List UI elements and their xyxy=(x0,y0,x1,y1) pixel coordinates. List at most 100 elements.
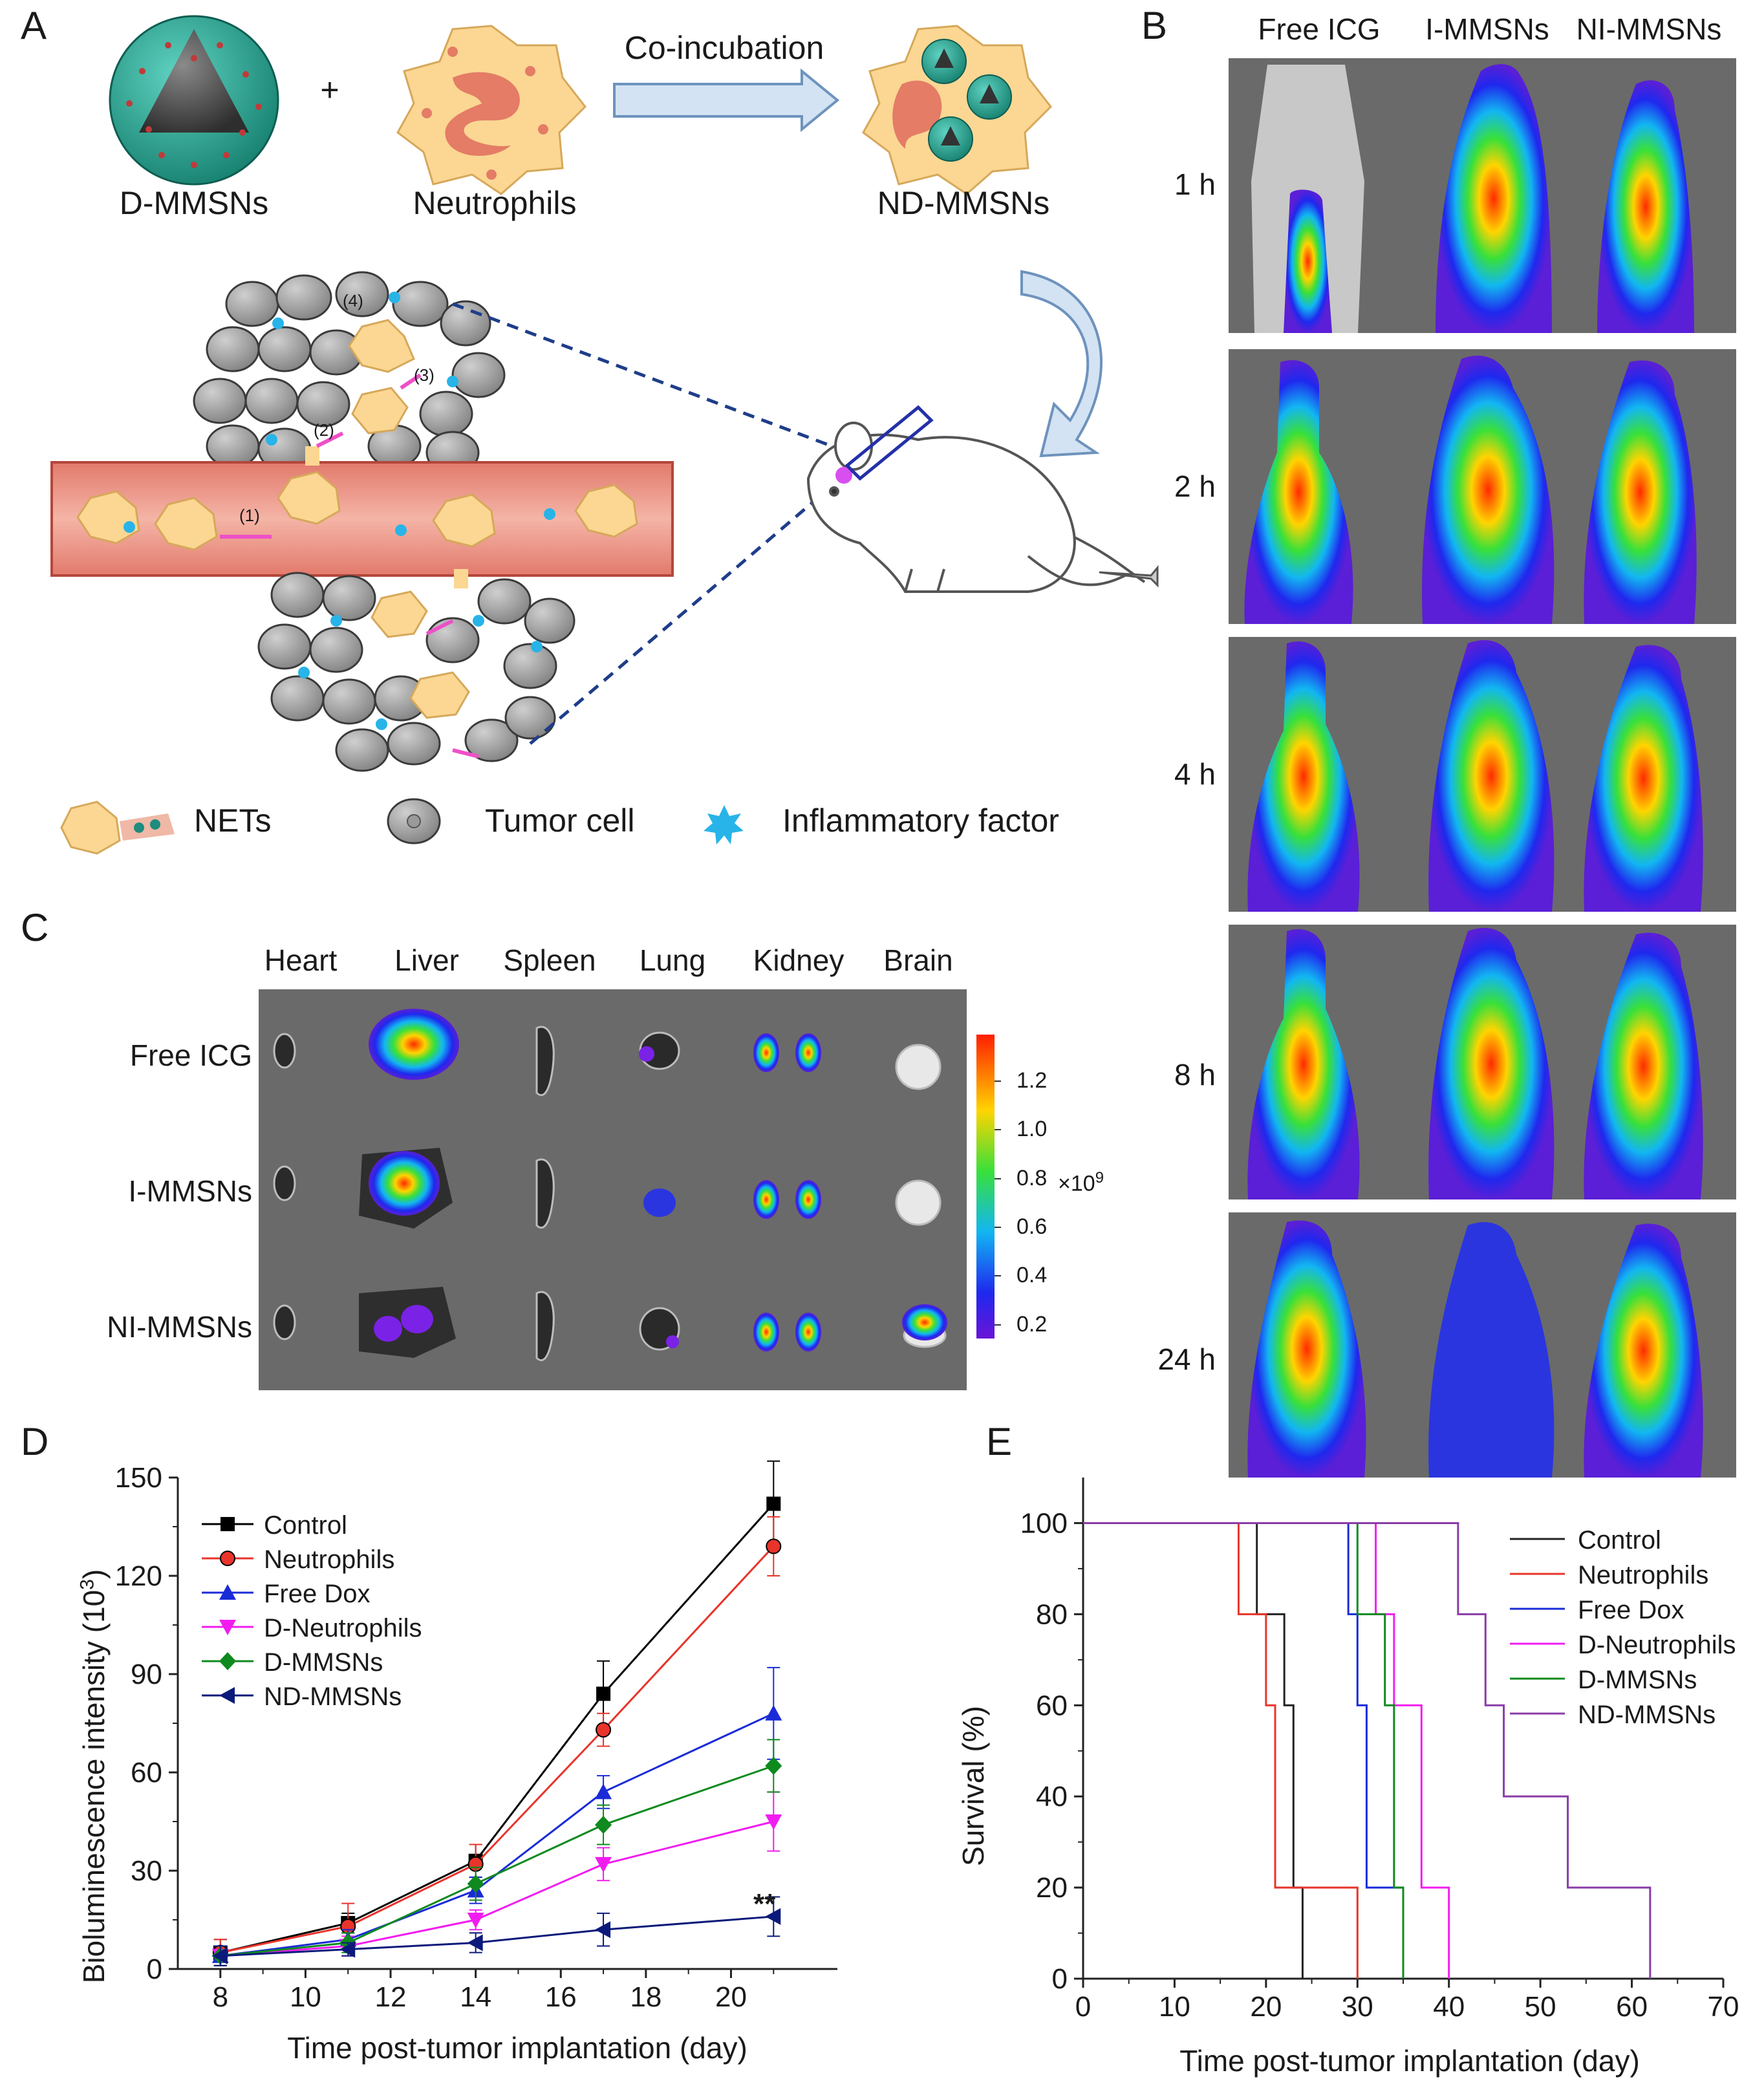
chart-d-series-line xyxy=(220,1820,774,1957)
chart-d-point xyxy=(211,1946,229,1965)
chart-d-legend-marker xyxy=(219,1584,236,1600)
chart-e-xtick-label: 60 xyxy=(1616,1991,1648,2023)
chart-e-legend-label: D-Neutrophils xyxy=(1578,1631,1736,1659)
co-incubation-label: Co-incubation xyxy=(624,30,824,66)
organ-column-lung: Lung xyxy=(639,943,706,977)
chart-e-series-line xyxy=(1083,1522,1450,1979)
colorbar-unit-base: ×10 xyxy=(1058,1171,1095,1196)
chart-e-series-line xyxy=(1083,1522,1404,1979)
chart-d-xtick-label: 18 xyxy=(630,1981,662,2013)
step-label-3: (3) xyxy=(414,365,435,385)
chart-d-xtick-label: 10 xyxy=(290,1981,321,2013)
chart-d-point xyxy=(595,1921,611,1939)
chart-d-point xyxy=(765,1756,782,1775)
chart-d-point xyxy=(211,1947,228,1964)
chart-d-point xyxy=(212,1944,228,1961)
chart-d-legend-label: D-Neutrophils xyxy=(264,1614,422,1642)
chart-d-legend-marker xyxy=(220,1517,235,1531)
chart-d-xtick-label: 20 xyxy=(715,1981,747,2013)
chart-e-xtick-label: 10 xyxy=(1159,1991,1190,2023)
chart-d-ylabel-close: ) xyxy=(77,1569,111,1580)
imaging-row-24h xyxy=(1229,1212,1736,1478)
chart-d-xtick-label: 14 xyxy=(460,1981,491,2013)
chart-d-point xyxy=(341,1916,356,1931)
chart-d-series-line xyxy=(220,1915,774,1957)
step-label-4: (4) xyxy=(343,291,363,310)
chart-d-series-line xyxy=(220,1545,775,1954)
colorbar-tick-0-2: 0.2 xyxy=(1016,1312,1048,1337)
chart-d-point xyxy=(596,1686,611,1701)
chart-e-legend-label: Neutrophils xyxy=(1578,1561,1708,1589)
chart-d-point xyxy=(339,1931,357,1947)
chart-d-point xyxy=(211,1947,229,1963)
chart-d-legend-label: D-MMSNs xyxy=(264,1648,383,1677)
chart-d-ylabel-exp: 3 xyxy=(76,1579,98,1590)
chart-e-ytick-label: 100 xyxy=(1020,1507,1068,1539)
chart-d-legend-label: Free Dox xyxy=(264,1580,371,1608)
colorbar-tick-0-4: 0.4 xyxy=(1016,1263,1048,1287)
timepoint-4h: 4 h xyxy=(1174,757,1216,791)
chart-d-ytick-label: 150 xyxy=(115,1462,162,1494)
chart-d-point xyxy=(468,1856,484,1872)
chart-e-xtick-label: 20 xyxy=(1250,1991,1282,2023)
tumor-cluster-lower xyxy=(257,572,575,772)
chart-d-legend-label: Neutrophils xyxy=(264,1545,394,1574)
timepoint-2h: 2 h xyxy=(1174,469,1216,503)
chart-d-point xyxy=(765,1704,782,1721)
chart-e-xtick-label: 0 xyxy=(1075,1991,1091,2023)
chart-d-legend-marker xyxy=(219,1620,236,1635)
nd-mmsn-cell xyxy=(862,25,1052,195)
chart-e-legend-label: ND-MMSNs xyxy=(1578,1701,1716,1729)
panel-label-a: A xyxy=(21,4,47,47)
chart-d-point xyxy=(467,1882,484,1898)
chart-e-xlabel: Time post-tumor implantation (day) xyxy=(1179,2044,1640,2078)
chart-e-xtick-label: 50 xyxy=(1525,1991,1556,2023)
plus-sign: + xyxy=(320,72,339,108)
chart-e-legend-label: D-MMSNs xyxy=(1578,1666,1697,1694)
chart-d-point xyxy=(468,1853,483,1868)
chart-e-series-line xyxy=(1083,1522,1359,1979)
chart-d-point xyxy=(596,1722,612,1738)
nets-legend-icon xyxy=(60,801,175,855)
neutrophil-cell xyxy=(396,25,586,195)
blood-vessel xyxy=(50,446,674,588)
chart-e-series-line xyxy=(1083,1522,1651,1979)
chart-e-series-line xyxy=(1083,1522,1304,1979)
chart-d-series-line xyxy=(220,1503,775,1954)
chart-d-legend-label: ND-MMSNs xyxy=(264,1683,402,1711)
chart-d-xlabel: Time post-tumor implantation (day) xyxy=(287,2031,748,2065)
chart-d-ytick-label: 90 xyxy=(131,1659,162,1690)
panel-label-e: E xyxy=(986,1420,1013,1463)
chart-d-point xyxy=(211,1948,229,1964)
legend-nets-label: NETs xyxy=(194,802,272,839)
chart-e-ytick-label: 0 xyxy=(1052,1963,1068,1995)
chart-d-ylabel: Bioluminescence intensity (103) xyxy=(76,1566,111,1986)
imaging-row-1h xyxy=(1229,58,1736,334)
chart-d-point xyxy=(339,1939,357,1955)
colorbar-tick-1-2: 1.2 xyxy=(1016,1068,1048,1093)
chart-d-series-line xyxy=(220,1765,774,1957)
colorbar-unit-exponent: 9 xyxy=(1095,1169,1104,1187)
organ-column-brain: Brain xyxy=(883,943,953,977)
chart-e-xtick-label: 30 xyxy=(1342,1991,1373,2023)
nd-mmsns-label: ND-MMSNs xyxy=(877,185,1050,221)
chart-d-ytick-label: 120 xyxy=(115,1560,162,1592)
legend-inflammatory-label: Inflammatory factor xyxy=(782,802,1059,839)
step-label-2: (2) xyxy=(314,420,334,440)
organ-column-heart: Heart xyxy=(264,943,338,977)
timepoint-24h: 24 h xyxy=(1157,1342,1216,1376)
step-label-1: (1) xyxy=(239,506,260,525)
imaging-column-ni-mmsns: NI-MMSNs xyxy=(1576,12,1722,46)
mouse-illustration xyxy=(806,422,1146,593)
colorbar xyxy=(976,1035,995,1339)
chart-d-point xyxy=(595,1783,612,1800)
d-mmsns-label: D-MMSNs xyxy=(119,185,269,221)
organ-row-free-icg: Free ICG xyxy=(129,1038,252,1072)
chart-d-ytick-label: 30 xyxy=(131,1855,162,1887)
panel-label-c: C xyxy=(21,906,49,949)
legend-tumor-cell-label: Tumor cell xyxy=(485,802,635,839)
chart-e-series-line xyxy=(1083,1522,1404,1979)
